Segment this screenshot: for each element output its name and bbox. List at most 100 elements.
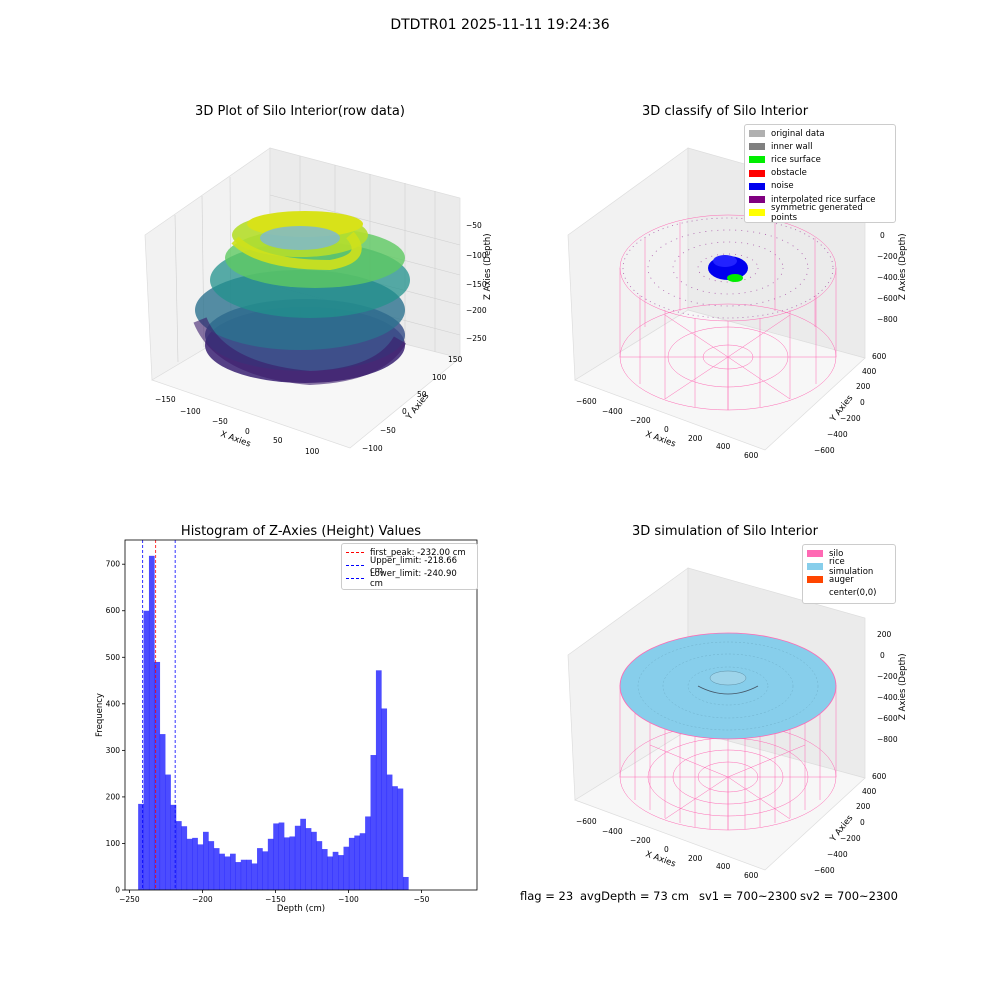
svg-text:0: 0 xyxy=(880,231,885,240)
svg-text:−200: −200 xyxy=(630,836,651,845)
histogram-bar xyxy=(170,804,177,890)
footer-sv1: sv1 = 700~2300 xyxy=(699,889,797,903)
svg-text:200: 200 xyxy=(688,434,703,443)
svg-text:−600: −600 xyxy=(576,817,597,826)
svg-text:100: 100 xyxy=(305,447,320,456)
legend-swatch xyxy=(749,169,765,177)
histogram-y-tick-label: 100 xyxy=(106,839,121,848)
svg-text:150: 150 xyxy=(448,355,463,364)
svg-text:−200: −200 xyxy=(877,252,898,261)
svg-text:−100: −100 xyxy=(466,251,487,260)
histogram-bar xyxy=(235,862,242,890)
legend-swatch xyxy=(807,563,823,571)
histogram-x-tick-label: −250 xyxy=(119,895,140,904)
svg-text:0: 0 xyxy=(664,425,669,434)
histogram-bar xyxy=(327,856,333,890)
legend-line xyxy=(346,565,364,567)
svg-text:−400: −400 xyxy=(827,430,848,439)
classify-interpolated-dots xyxy=(622,217,834,319)
svg-text:−150: −150 xyxy=(155,395,176,404)
histogram-bar xyxy=(154,661,161,890)
legend-item: original data xyxy=(749,127,890,140)
histogram-title: Histogram of Z-Axies (Height) Values xyxy=(180,524,422,539)
legend-item: Lower_limit: -240.90 cm xyxy=(346,569,472,589)
histogram-bar xyxy=(381,708,388,890)
histogram-bar xyxy=(311,831,317,890)
svg-text:−200: −200 xyxy=(877,672,898,681)
histogram-bar xyxy=(159,734,166,890)
histogram-bar xyxy=(300,818,306,890)
classify-silo-wireframe xyxy=(619,214,837,411)
svg-text:−150: −150 xyxy=(466,280,487,289)
histogram-bar xyxy=(208,841,215,890)
simulation-y-ticks: −600 −400 −200 0 200 400 600 xyxy=(814,772,887,875)
legend-item: Upper_limit: -218.66 cm xyxy=(346,556,472,576)
svg-text:−50: −50 xyxy=(380,426,396,435)
histogram-bar xyxy=(251,863,258,890)
svg-text:600: 600 xyxy=(872,772,887,781)
classify-z-label: Z Axies (Depth) xyxy=(898,233,908,300)
histogram-bar xyxy=(338,855,344,890)
simulation-z-ticks: 200 0 −200 −400 −600 −800 xyxy=(877,630,898,744)
histogram-y-tick-label: 500 xyxy=(106,653,121,662)
histogram-bar xyxy=(348,837,355,890)
histogram-bar xyxy=(202,831,209,890)
simulation-3d-plot[interactable]: −600 −400 −200 0 200 400 600 −600 −400 −… xyxy=(560,560,920,885)
legend-swatch xyxy=(807,576,823,584)
histogram-bar xyxy=(284,837,290,890)
histogram-y-tick-label: 400 xyxy=(106,699,121,708)
svg-text:−600: −600 xyxy=(814,866,835,875)
histogram-bar xyxy=(192,837,198,890)
svg-text:−600: −600 xyxy=(877,714,898,723)
histogram-y-tick-label: 700 xyxy=(106,560,121,569)
legend-swatch xyxy=(749,156,765,164)
classify-x-ticks: −600 −400 −200 0 200 400 600 xyxy=(576,397,759,460)
svg-text:200: 200 xyxy=(856,382,871,391)
legend-swatch xyxy=(807,589,823,597)
histogram-bar xyxy=(143,610,150,890)
svg-text:−100: −100 xyxy=(362,444,383,453)
histogram-chart: −250 −200 −150 −100 −50 0 100 200 300 400 500 600 7… xyxy=(95,539,478,914)
raw-plot-title: 3D Plot of Silo Interior(row data) xyxy=(195,104,405,119)
histogram-bar xyxy=(332,851,339,890)
svg-text:0: 0 xyxy=(880,651,885,660)
raw-y-ticks: −100 −50 0 50 100 150 xyxy=(362,355,463,453)
histogram-y-tick-label: 0 xyxy=(115,886,120,895)
svg-text:600: 600 xyxy=(872,352,887,361)
histogram-bar xyxy=(305,828,312,890)
simulation-silo-wireframe xyxy=(619,685,837,831)
svg-text:−100: −100 xyxy=(180,407,201,416)
svg-text:50: 50 xyxy=(273,436,283,445)
histogram-bar xyxy=(246,859,252,890)
histogram-bar xyxy=(175,821,182,890)
histogram-bar xyxy=(240,859,247,890)
histogram-bar xyxy=(262,851,269,890)
histogram-y-tick-label: 600 xyxy=(106,606,121,615)
svg-text:50: 50 xyxy=(417,390,427,399)
histogram-bar xyxy=(273,823,279,890)
histogram-bar xyxy=(370,755,377,890)
svg-text:0: 0 xyxy=(402,407,407,416)
svg-text:−600: −600 xyxy=(814,446,835,455)
svg-text:−400: −400 xyxy=(877,693,898,702)
raw-3d-plot[interactable]: −150 −100 −50 0 50 100 −100 −50 0 50 100… xyxy=(140,140,500,460)
histogram-bar xyxy=(375,670,382,890)
histogram-bar xyxy=(181,826,188,890)
legend-item: inner wall xyxy=(749,140,890,153)
classify-plot-title: 3D classify of Silo Interior xyxy=(641,104,809,119)
legend-line xyxy=(346,552,364,554)
histogram-x-tick-label: −100 xyxy=(338,895,359,904)
raw-x-ticks: −150 −100 −50 0 50 100 xyxy=(155,395,320,456)
legend-swatch xyxy=(749,130,765,138)
histogram-y-ticks: 0 100 200 300 400 500 600 700 xyxy=(106,560,125,895)
histogram-bar xyxy=(186,838,193,890)
simulation-legend: silo rice simulation auger center(0,0) xyxy=(802,544,896,604)
legend-item: auger xyxy=(807,573,890,586)
legend-swatch xyxy=(749,209,765,217)
histogram-bar xyxy=(165,774,171,890)
histogram-frame xyxy=(124,539,478,891)
svg-text:200: 200 xyxy=(856,802,871,811)
classify-legend: original data inner wall rice surface ob… xyxy=(744,124,896,224)
legend-swatch xyxy=(749,182,765,190)
svg-text:400: 400 xyxy=(716,862,731,871)
